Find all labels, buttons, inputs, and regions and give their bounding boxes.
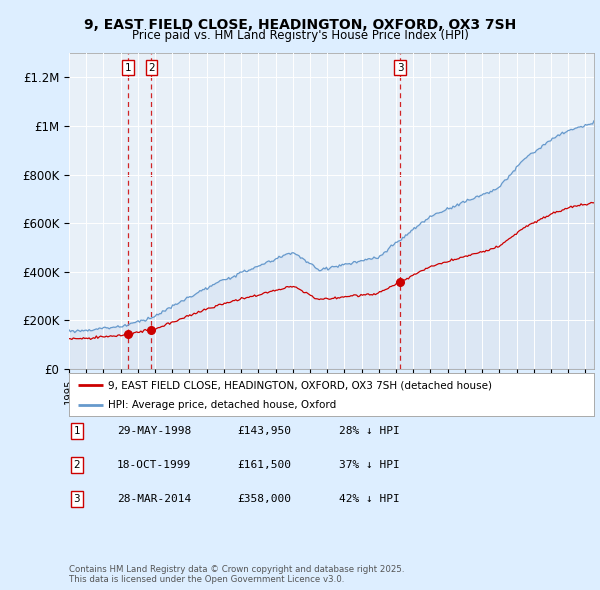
Text: 29-MAY-1998: 29-MAY-1998: [117, 426, 191, 435]
Text: 3: 3: [397, 63, 404, 73]
Text: 2: 2: [73, 460, 80, 470]
Text: 37% ↓ HPI: 37% ↓ HPI: [339, 460, 400, 470]
Text: HPI: Average price, detached house, Oxford: HPI: Average price, detached house, Oxfo…: [109, 401, 337, 410]
Text: 2: 2: [148, 63, 155, 73]
Text: £161,500: £161,500: [237, 460, 291, 470]
Text: 1: 1: [124, 63, 131, 73]
Text: 28% ↓ HPI: 28% ↓ HPI: [339, 426, 400, 435]
Text: 28-MAR-2014: 28-MAR-2014: [117, 494, 191, 504]
Text: £358,000: £358,000: [237, 494, 291, 504]
Text: 9, EAST FIELD CLOSE, HEADINGTON, OXFORD, OX3 7SH: 9, EAST FIELD CLOSE, HEADINGTON, OXFORD,…: [84, 18, 516, 32]
Text: £143,950: £143,950: [237, 426, 291, 435]
Text: Price paid vs. HM Land Registry's House Price Index (HPI): Price paid vs. HM Land Registry's House …: [131, 29, 469, 42]
Text: Contains HM Land Registry data © Crown copyright and database right 2025.
This d: Contains HM Land Registry data © Crown c…: [69, 565, 404, 584]
Text: 3: 3: [73, 494, 80, 504]
Text: 42% ↓ HPI: 42% ↓ HPI: [339, 494, 400, 504]
Text: 9, EAST FIELD CLOSE, HEADINGTON, OXFORD, OX3 7SH (detached house): 9, EAST FIELD CLOSE, HEADINGTON, OXFORD,…: [109, 381, 493, 391]
Text: 1: 1: [73, 426, 80, 435]
Text: 18-OCT-1999: 18-OCT-1999: [117, 460, 191, 470]
